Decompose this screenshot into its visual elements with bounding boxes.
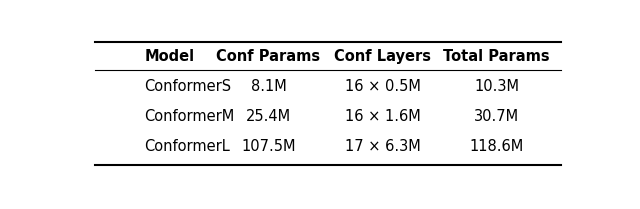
- Text: 10.3M: 10.3M: [474, 79, 519, 94]
- Text: 16 × 0.5M: 16 × 0.5M: [344, 79, 420, 94]
- Text: 30.7M: 30.7M: [474, 109, 519, 124]
- Text: 118.6M: 118.6M: [470, 139, 524, 154]
- Text: 16 × 1.6M: 16 × 1.6M: [345, 109, 420, 124]
- Text: Total Params: Total Params: [444, 48, 550, 64]
- Text: Model: Model: [145, 48, 195, 64]
- Text: 107.5M: 107.5M: [241, 139, 296, 154]
- Text: ConformerS: ConformerS: [145, 79, 232, 94]
- Text: 25.4M: 25.4M: [246, 109, 291, 124]
- Text: 17 × 6.3M: 17 × 6.3M: [345, 139, 420, 154]
- Text: Conf Layers: Conf Layers: [334, 48, 431, 64]
- Text: Conf Params: Conf Params: [216, 48, 321, 64]
- Text: ConformerL: ConformerL: [145, 139, 230, 154]
- Text: 8.1M: 8.1M: [251, 79, 286, 94]
- Text: ConformerM: ConformerM: [145, 109, 235, 124]
